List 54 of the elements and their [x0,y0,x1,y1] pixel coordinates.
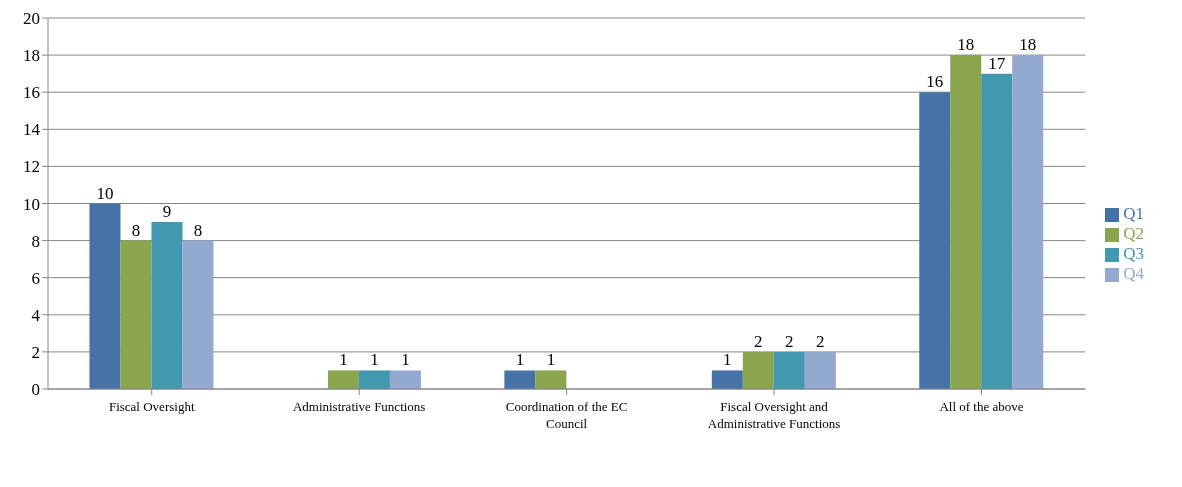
bar [804,351,836,389]
legend-label: Q3 [1123,243,1144,263]
x-tick-label: Fiscal Oversight [108,399,195,414]
x-tick-label: Fiscal Oversight and Administrative Functions [707,399,841,431]
bar [535,370,567,389]
legend-label: Q4 [1123,263,1144,283]
data-label: 8 [131,220,141,240]
bar [327,370,359,389]
data-label: 10 [96,183,114,203]
y-tick-label: 8 [31,231,40,251]
bar [389,370,421,389]
y-tick-label: 6 [31,268,40,288]
bar [182,240,214,389]
data-label: 1 [401,350,410,370]
y-tick-label: 0 [31,380,40,400]
bar [504,370,536,389]
data-label: 2 [754,331,763,351]
data-label: 1 [370,350,379,370]
bar [358,370,390,389]
data-label: 8 [193,220,203,240]
x-tick-label: All of the above [939,399,1024,414]
bar [773,351,805,389]
data-label: 18 [1019,35,1037,55]
data-label: 1 [339,350,348,370]
bar [120,240,152,389]
data-label: 2 [816,331,825,351]
y-tick-label: 14 [23,120,41,140]
y-tick-label: 12 [23,157,40,177]
bar [950,55,982,389]
data-label: 1 [515,350,525,370]
x-tick-label: Coordination of the EC Council [505,399,628,431]
legend-label: Q1 [1123,203,1144,223]
bar [742,351,774,389]
data-label: 18 [957,35,975,55]
data-label: 17 [988,53,1006,73]
data-label: 9 [162,202,172,222]
x-tick-label: Administrative Functions [292,399,426,414]
data-label: 16 [926,72,944,92]
y-tick-label: 18 [23,46,40,66]
y-tick-label: 16 [23,83,40,103]
y-tick-label: 10 [23,194,40,214]
data-label: 2 [785,331,794,351]
legend-label: Q2 [1123,223,1144,243]
data-label: 1 [546,350,556,370]
y-tick-label: 20 [23,9,40,29]
bar [151,222,183,389]
y-tick-label: 2 [31,342,40,362]
bar [1012,55,1044,389]
bar [981,73,1013,389]
data-label: 1 [723,350,732,370]
y-tick-label: 4 [31,305,41,325]
bar [711,370,743,389]
bar [919,92,951,389]
bar [89,203,121,389]
